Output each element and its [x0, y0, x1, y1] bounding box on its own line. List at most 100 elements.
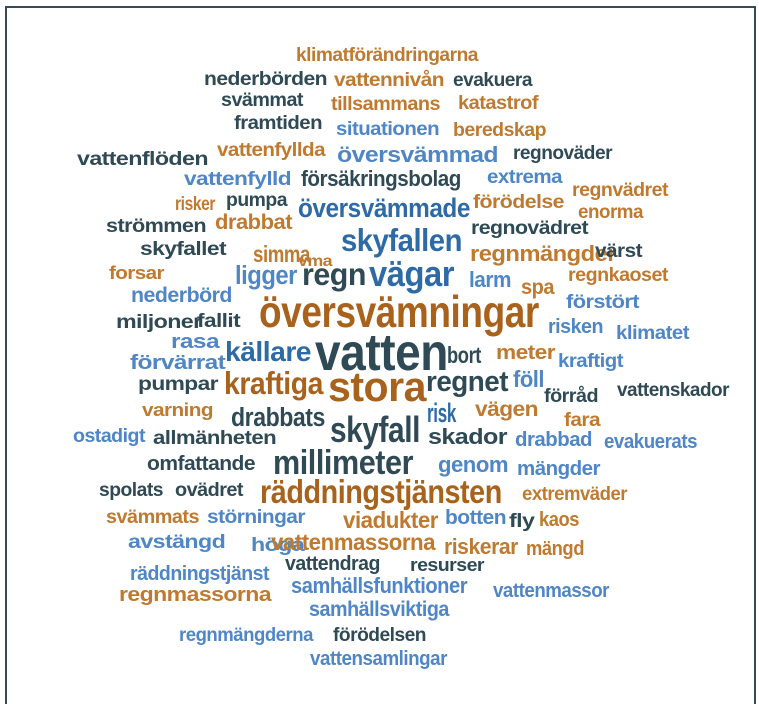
word-skyfallet: skyfallet	[140, 238, 227, 261]
word-larm: larm	[469, 267, 512, 293]
word-samhällsviktiga: samhällsviktiga	[309, 597, 449, 622]
word-mängder: mängder	[517, 458, 601, 481]
word-översvämningar: översvämningar	[259, 286, 539, 338]
word-översvämmade: översvämmade	[298, 192, 470, 223]
word-regnoväder: regnoväder	[513, 142, 613, 165]
word-regnmängder: regnmängder	[470, 241, 617, 267]
word-katastrof: katastrof	[458, 92, 539, 115]
word-avstängd: avstängd	[128, 531, 226, 554]
word-vägen: vägen	[475, 397, 539, 422]
word-förstört: förstört	[566, 291, 640, 314]
word-enorma: enorma	[578, 201, 643, 224]
word-meter: meter	[496, 342, 556, 365]
word-pumpar: pumpar	[138, 373, 219, 396]
word-svämmats: svämmats	[106, 506, 199, 529]
word-ligger: ligger	[235, 261, 297, 290]
word-vatten: vatten	[315, 323, 448, 382]
word-vattenmassor: vattenmassor	[493, 580, 609, 603]
word-beredskap: beredskap	[453, 119, 547, 142]
word-forsar: forsar	[109, 261, 165, 283]
word-kaos: kaos	[539, 509, 579, 532]
word-skyfall: skyfall	[330, 410, 420, 451]
word-förödelsen: förödelsen	[333, 624, 427, 647]
word-drabbat: drabbat	[215, 210, 293, 235]
word-genom: genom	[438, 452, 508, 478]
word-rasa: rasa	[171, 331, 220, 354]
word-extrema: extrema	[487, 166, 563, 189]
word-skyfallen: skyfallen	[341, 222, 462, 259]
word-höga: höga	[251, 534, 305, 557]
word-skador: skador	[428, 424, 508, 450]
word-fara: fara	[564, 409, 601, 432]
word-varning: varning	[142, 398, 214, 420]
word-ostadigt: ostadigt	[73, 425, 146, 448]
word-översvämmad: översvämmad	[337, 142, 499, 168]
word-risken: risken	[548, 316, 604, 339]
word-tillsammans: tillsammans	[331, 93, 440, 116]
word-källare: källare	[225, 335, 312, 367]
word-vattenfyllda: vattenfyllda	[217, 139, 326, 162]
word-klimatet: klimatet	[616, 322, 690, 345]
word-fly: fly	[509, 510, 535, 533]
word-extremväder: extremväder	[522, 483, 628, 506]
word-vägar: vägar	[369, 254, 455, 295]
word-kraftiga: kraftiga	[224, 365, 323, 402]
word-risk: risk	[427, 397, 457, 428]
word-mängd: mängd	[526, 538, 584, 561]
word-räddningstjänst: räddningstjänst	[130, 563, 270, 586]
word-allmänheten: allmänheten	[153, 427, 277, 450]
word-regnovädret: regnovädret	[471, 217, 589, 240]
word-vma: vma	[298, 252, 333, 270]
word-resurser: resurser	[410, 553, 485, 575]
word-nederbörd: nederbörd	[131, 283, 232, 308]
word-kraftigt: kraftigt	[558, 350, 624, 373]
word-situationen: situationen	[336, 118, 440, 141]
word-riskerar: riskerar	[444, 534, 518, 560]
word-vattendrag: vattendrag	[285, 553, 380, 576]
word-miljoner: miljoner	[116, 311, 202, 334]
word-samhällsfunktioner: samhällsfunktioner	[291, 573, 468, 599]
word-pumpa: pumpa	[226, 189, 288, 212]
word-omfattande: omfattande	[147, 453, 256, 476]
word-vattensamlingar: vattensamlingar	[310, 648, 447, 671]
word-stora: stora	[328, 362, 426, 410]
word-förråd: förråd	[544, 385, 599, 408]
word-framtiden: framtiden	[234, 112, 323, 135]
word-räddningstjänsten: räddningstjänsten	[260, 474, 502, 512]
word-vattennivån: vattennivån	[334, 69, 444, 92]
word-vattenfylld: vattenfylld	[184, 168, 292, 191]
word-nederbörden: nederbörden	[204, 68, 328, 91]
word-regn: regn	[302, 256, 366, 293]
word-vattenflöden: vattenflöden	[77, 148, 209, 171]
word-botten: botten	[445, 507, 507, 530]
word-fallit: fallit	[197, 310, 241, 333]
word-risker: risker	[175, 193, 215, 216]
word-ovädret: ovädret	[175, 479, 244, 502]
word-regnmassorna: regnmassorna	[119, 584, 272, 607]
word-värst: värst	[595, 240, 643, 263]
word-spolats: spolats	[99, 479, 164, 502]
word-vattenmassorna: vattenmassorna	[271, 529, 436, 556]
word-simma: simma	[253, 241, 311, 268]
word-strömmen: strömmen	[106, 215, 207, 238]
word-spa: spa	[521, 275, 554, 300]
word-försäkringsbolag: försäkringsbolag	[301, 166, 461, 192]
word-regnvädret: regnvädret	[572, 179, 669, 202]
word-evakuera: evakuera	[453, 69, 533, 92]
word-förödelse: förödelse	[473, 191, 565, 214]
word-drabbats: drabbats	[231, 403, 325, 432]
word-drabbad: drabbad	[515, 429, 593, 452]
word-regnkaoset: regnkaoset	[568, 264, 668, 287]
word-störningar: störningar	[207, 506, 306, 529]
word-bort: bort	[447, 342, 482, 369]
word-klimatförändringarna: klimatförändringarna	[296, 44, 478, 67]
cloud-frame	[5, 6, 756, 704]
word-vattenskador: vattenskador	[617, 379, 729, 402]
word-föll: föll	[513, 366, 545, 393]
word-svämmat: svämmat	[221, 89, 303, 112]
word-förvärrat: förvärrat	[130, 352, 226, 375]
word-millimeter: millimeter	[273, 444, 414, 483]
word-regnmängderna: regnmängderna	[179, 624, 313, 647]
word-evakuerats: evakuerats	[604, 431, 698, 454]
